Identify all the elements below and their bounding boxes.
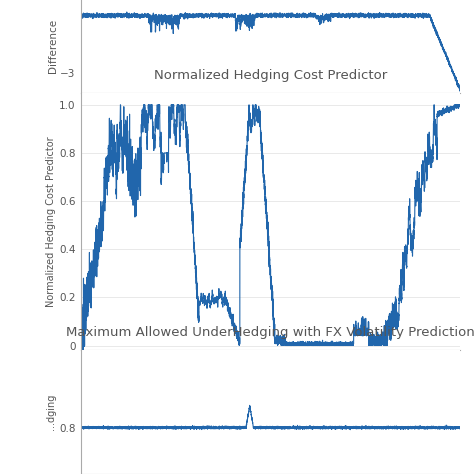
Title: Maximum Allowed UnderHedging with FX Volatility Prediction: Maximum Allowed UnderHedging with FX Vol… <box>66 327 474 339</box>
Y-axis label: Difference: Difference <box>47 19 57 73</box>
Y-axis label: ...dging: ...dging <box>46 394 56 430</box>
Title: Normalized Hedging Cost Predictor: Normalized Hedging Cost Predictor <box>154 69 387 82</box>
Y-axis label: Normalized Hedging Cost Predictor: Normalized Hedging Cost Predictor <box>46 136 56 307</box>
